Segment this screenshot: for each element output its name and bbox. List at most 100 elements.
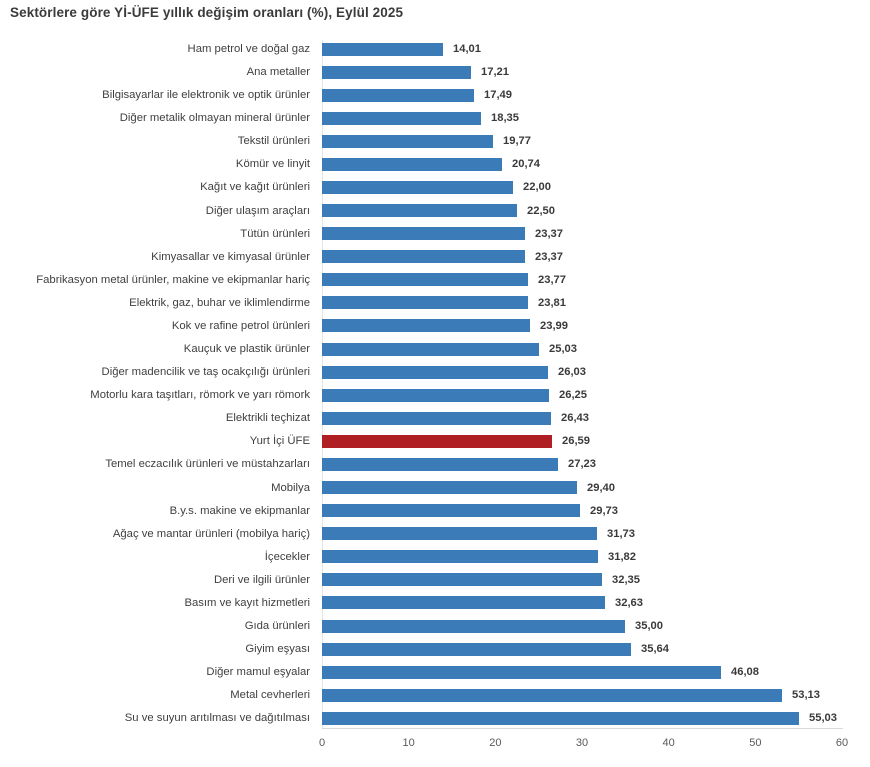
category-label: Elektrikli teçhizat bbox=[225, 412, 310, 425]
value-label: 23,77 bbox=[538, 273, 566, 286]
bar[interactable] bbox=[322, 550, 598, 564]
category-label: Tütün ürünleri bbox=[240, 227, 310, 240]
value-label: 46,08 bbox=[731, 666, 759, 679]
bar[interactable] bbox=[322, 642, 631, 656]
category-label: Kağıt ve kağıt ürünleri bbox=[200, 181, 310, 194]
chart-row: Kok ve rafine petrol ürünleri 23,99 bbox=[0, 319, 870, 333]
bar[interactable] bbox=[322, 296, 528, 310]
value-label: 25,03 bbox=[549, 343, 577, 356]
value-label: 20,74 bbox=[512, 158, 540, 171]
value-label: 31,82 bbox=[608, 550, 636, 563]
bar[interactable] bbox=[322, 504, 580, 518]
chart-row: Kağıt ve kağıt ürünleri 22,00 bbox=[0, 180, 870, 194]
value-label: 32,35 bbox=[612, 573, 640, 586]
value-label: 35,00 bbox=[635, 620, 663, 632]
bar[interactable] bbox=[322, 527, 597, 541]
bar[interactable] bbox=[322, 481, 577, 495]
chart-row: Yurt İçi ÜFE 26,59 bbox=[0, 434, 870, 448]
bar[interactable] bbox=[322, 411, 551, 425]
value-label: 23,81 bbox=[538, 296, 566, 309]
bar[interactable] bbox=[322, 342, 539, 356]
value-label: 27,23 bbox=[568, 458, 596, 471]
bar[interactable] bbox=[322, 65, 471, 79]
bar[interactable] bbox=[322, 319, 530, 333]
bar[interactable] bbox=[322, 365, 548, 379]
x-tick-label: 50 bbox=[749, 737, 762, 749]
category-label: Deri ve ilgili ürünler bbox=[213, 573, 310, 586]
bar[interactable] bbox=[322, 573, 602, 587]
bar[interactable] bbox=[322, 711, 799, 725]
category-label: Kauçuk ve plastik ürünler bbox=[183, 343, 310, 356]
bar[interactable] bbox=[322, 180, 513, 194]
category-label: Elektrik, gaz, buhar ve iklimlendirme bbox=[129, 296, 310, 309]
category-label: Motorlu kara taşıtları, römork ve yarı r… bbox=[90, 389, 310, 402]
bar[interactable] bbox=[322, 204, 517, 218]
chart-row: Su ve suyun arıtılması ve dağıtılması 55,… bbox=[0, 711, 870, 725]
chart-row: B.y.s. makine ve ekipmanlar 29,73 bbox=[0, 504, 870, 518]
chart-row: Diğer madencilik ve taş ocakçılığı ürünl… bbox=[0, 365, 870, 379]
chart-row: Tekstil ürünleri 19,77 bbox=[0, 134, 870, 148]
value-label: 29,73 bbox=[590, 504, 618, 517]
category-label: Diğer madencilik ve taş ocakçılığı ürünl… bbox=[101, 366, 310, 379]
value-label: 26,59 bbox=[562, 435, 590, 448]
category-label: Giyim eşyası bbox=[245, 643, 310, 656]
chart-row: Kömür ve linyit 20,74 bbox=[0, 157, 870, 171]
category-label: Yurt İçi ÜFE bbox=[249, 435, 310, 448]
bar[interactable] bbox=[322, 157, 502, 171]
bar[interactable] bbox=[322, 111, 481, 125]
value-label: 26,43 bbox=[561, 412, 589, 425]
chart-title: Sektörlere göre Yİ-ÜFE yıllık değişim or… bbox=[10, 5, 404, 20]
category-label: Ham petrol ve doğal gaz bbox=[187, 43, 310, 55]
bar[interactable] bbox=[322, 619, 625, 633]
chart-row: Diğer metalik olmayan mineral ürünler 18,… bbox=[0, 111, 870, 125]
category-label: Mobilya bbox=[271, 481, 310, 494]
value-label: 14,01 bbox=[453, 43, 481, 55]
value-label: 18,35 bbox=[491, 112, 519, 125]
chart-row: Fabrikasyon metal ürünler, makine ve eki… bbox=[0, 273, 870, 287]
bar[interactable] bbox=[322, 42, 443, 56]
value-label: 22,00 bbox=[523, 181, 551, 194]
category-label: Diğer ulaşım araçları bbox=[205, 204, 310, 217]
bar[interactable] bbox=[322, 134, 493, 148]
category-label: İçecekler bbox=[264, 550, 310, 563]
value-label: 19,77 bbox=[503, 135, 531, 148]
chart-row: Deri ve ilgili ürünler 32,35 bbox=[0, 573, 870, 587]
bar[interactable] bbox=[322, 273, 528, 287]
category-label: Basım ve kayıt hizmetleri bbox=[184, 596, 310, 609]
value-label: 26,03 bbox=[558, 366, 586, 379]
chart-row: Basım ve kayıt hizmetleri 32,63 bbox=[0, 596, 870, 610]
bar[interactable] bbox=[322, 388, 549, 402]
bar[interactable] bbox=[322, 665, 721, 679]
chart-row: Elektrikli teçhizat 26,43 bbox=[0, 411, 870, 425]
bar[interactable] bbox=[322, 88, 474, 102]
category-label: Kömür ve linyit bbox=[235, 158, 310, 171]
chart-row: İçecekler 31,82 bbox=[0, 550, 870, 564]
value-label: 29,40 bbox=[587, 481, 615, 494]
value-label: 23,37 bbox=[535, 250, 563, 263]
bar[interactable] bbox=[322, 250, 525, 264]
x-tick-label: 20 bbox=[489, 737, 502, 749]
value-label: 23,37 bbox=[535, 227, 563, 240]
bar[interactable] bbox=[322, 227, 525, 241]
chart-row: Giyim eşyası 35,64 bbox=[0, 642, 870, 656]
category-label: B.y.s. makine ve ekipmanlar bbox=[169, 504, 310, 517]
value-label: 53,13 bbox=[792, 689, 820, 702]
x-tick-label: 60 bbox=[835, 737, 849, 749]
category-label: Diğer metalik olmayan mineral ürünler bbox=[119, 112, 310, 125]
chart-row: Kauçuk ve plastik ürünler 25,03 bbox=[0, 342, 870, 356]
bar[interactable] bbox=[322, 457, 558, 471]
category-label: Temel eczacılık ürünleri ve müstahzarlar… bbox=[105, 458, 310, 471]
category-label: Ağaç ve mantar ürünleri (mobilya hariç) bbox=[112, 527, 310, 540]
category-label: Tekstil ürünleri bbox=[237, 135, 310, 148]
value-label: 17,21 bbox=[481, 66, 509, 79]
chart-row: Gıda ürünleri 35,00 bbox=[0, 619, 870, 633]
bar-highlighted[interactable] bbox=[322, 434, 552, 448]
bar[interactable] bbox=[322, 596, 605, 610]
category-label: Diğer mamul eşyalar bbox=[206, 666, 310, 679]
category-label: Gıda ürünleri bbox=[244, 620, 310, 632]
bar[interactable] bbox=[322, 688, 782, 702]
chart-row: Ağaç ve mantar ürünleri (mobilya hariç) 3… bbox=[0, 527, 870, 541]
category-label: Fabrikasyon metal ürünler, makine ve eki… bbox=[36, 273, 310, 286]
